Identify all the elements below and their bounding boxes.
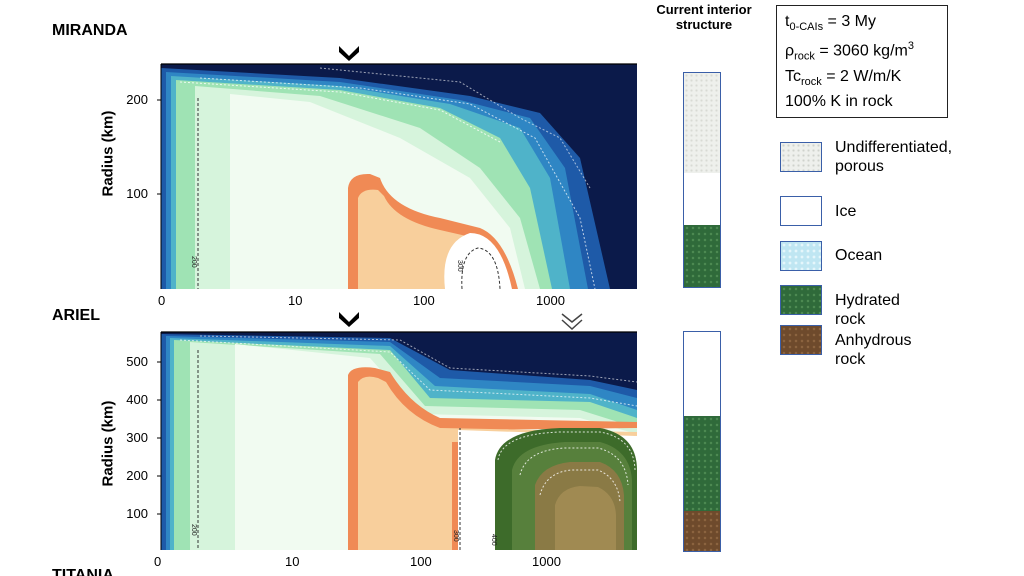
ariel-ytick-400: 400 <box>126 392 148 407</box>
miranda-y-axis-label: Radius (km) <box>99 110 117 197</box>
miranda-ytick-200: 200 <box>126 92 148 107</box>
legend-swatch-ocean <box>780 241 822 271</box>
miranda-plot: 200 300 <box>157 63 637 290</box>
ariel-contour-label-200: 200 <box>190 524 197 536</box>
ariel-ytick-300: 300 <box>126 430 148 445</box>
ariel-column-hydrated-rock <box>684 416 720 511</box>
ariel-xtick-1000: 1000 <box>532 554 561 569</box>
miranda-interior-column <box>683 72 721 288</box>
legend-label-undifferentiated: Undifferentiated, porous <box>835 139 953 175</box>
legend-swatch-ice <box>780 196 822 226</box>
ariel-xtick-100: 100 <box>410 554 432 569</box>
ariel-marker-open-chevron-icon <box>561 313 583 331</box>
miranda-contour-label-300: 300 <box>456 260 463 272</box>
param-conductivity: Tcrock = 2 W/m/K <box>785 67 902 88</box>
ariel-ytick-100: 100 <box>126 506 148 521</box>
param-density: ρrock = 3060 kg/m3 <box>785 40 914 63</box>
miranda-column-hydrated-rock <box>684 225 720 287</box>
ariel-interior-column <box>683 331 721 552</box>
legend-label-ocean: Ocean <box>835 247 883 264</box>
ariel-ytick-200: 200 <box>126 468 148 483</box>
titania-label-partial: TITANIA <box>52 568 114 576</box>
parameter-box: t0-CAIs = 3 My ρrock = 3060 kg/m3 Tcrock… <box>776 5 948 118</box>
ariel-xtick-0: 0 <box>154 554 162 569</box>
legend-swatch-undifferentiated <box>780 142 822 172</box>
legend-label-hydrated-rock: Hydrated rock <box>835 292 900 328</box>
ariel-xtick-10: 10 <box>285 554 300 569</box>
miranda-xtick-10: 10 <box>288 293 303 308</box>
ariel-ytick-500: 500 <box>126 354 148 369</box>
miranda-marker-chevron-icon <box>339 46 359 61</box>
ariel-plot: 200 300 400 <box>157 331 638 550</box>
ariel-contour-label-400: 400 <box>490 534 497 546</box>
ariel-contour-label-300: 300 <box>452 530 459 542</box>
ariel-label: ARIEL <box>52 307 100 324</box>
miranda-label: MIRANDA <box>52 22 128 39</box>
miranda-xtick-1000: 1000 <box>536 293 565 308</box>
miranda-xtick-0: 0 <box>158 293 166 308</box>
ariel-marker-chevron-icon <box>339 312 359 327</box>
ariel-column-anhydrous-rock <box>684 511 720 551</box>
miranda-column-undifferentiated <box>684 73 720 173</box>
interior-structure-title: Current interior structure <box>656 2 752 32</box>
legend-swatch-anhydrous-rock <box>780 325 822 355</box>
ariel-column-ice <box>684 332 720 416</box>
miranda-white-core <box>444 233 512 289</box>
param-potassium: 100% K in rock <box>785 92 893 110</box>
miranda-contour-label-200: 200 <box>190 256 197 268</box>
legend-swatch-hydrated-rock <box>780 285 822 315</box>
legend-label-anhydrous-rock: Anhydrous rock <box>835 332 912 368</box>
miranda-column-ice <box>684 173 720 225</box>
miranda-xtick-100: 100 <box>413 293 435 308</box>
legend-label-ice: Ice <box>835 203 857 220</box>
miranda-ytick-100: 100 <box>126 186 148 201</box>
param-t0: t0-CAIs = 3 My <box>785 13 876 34</box>
